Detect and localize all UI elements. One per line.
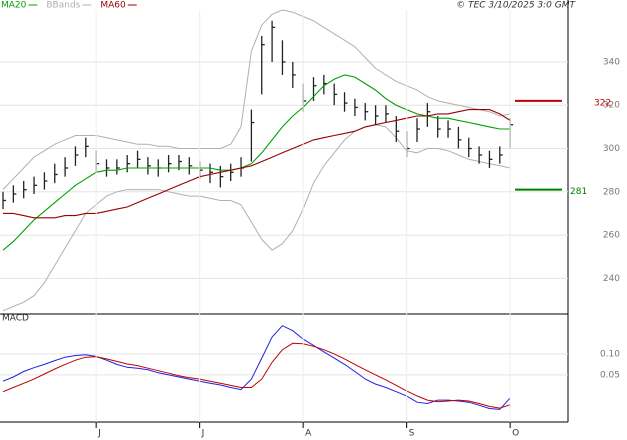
y-tick-label: 300 [603,144,620,154]
legend-label: MA60 [100,1,126,11]
x-tick-label: O [512,429,519,439]
y-tick-label: 240 [603,274,620,284]
x-tick-label: J [201,429,205,439]
ma-line [3,109,511,219]
y-tick-label: 0.05 [600,370,620,380]
y-tick-label: 0.10 [600,349,620,359]
y-tick-label: 340 [603,57,620,67]
bband-lower [2,124,511,312]
level-label: 322 [594,98,611,108]
x-tick-label: A [305,429,312,439]
y-tick-label: 260 [603,231,620,241]
macd-title: MACD [2,314,29,324]
copyright: © TEC 3/10/2025 3:0 GMT [456,1,576,11]
x-tick-label: J [97,429,101,439]
x-tick-label: S [409,429,415,439]
macd-line [2,325,511,410]
legend-label: BBands [46,1,80,11]
level-label: 281 [570,187,587,197]
bband-upper [2,9,511,190]
y-tick-label: 320 [603,101,620,111]
legend-label: MA20 [1,1,27,11]
y-tick-label: 280 [603,187,620,197]
macd-line [2,342,511,409]
